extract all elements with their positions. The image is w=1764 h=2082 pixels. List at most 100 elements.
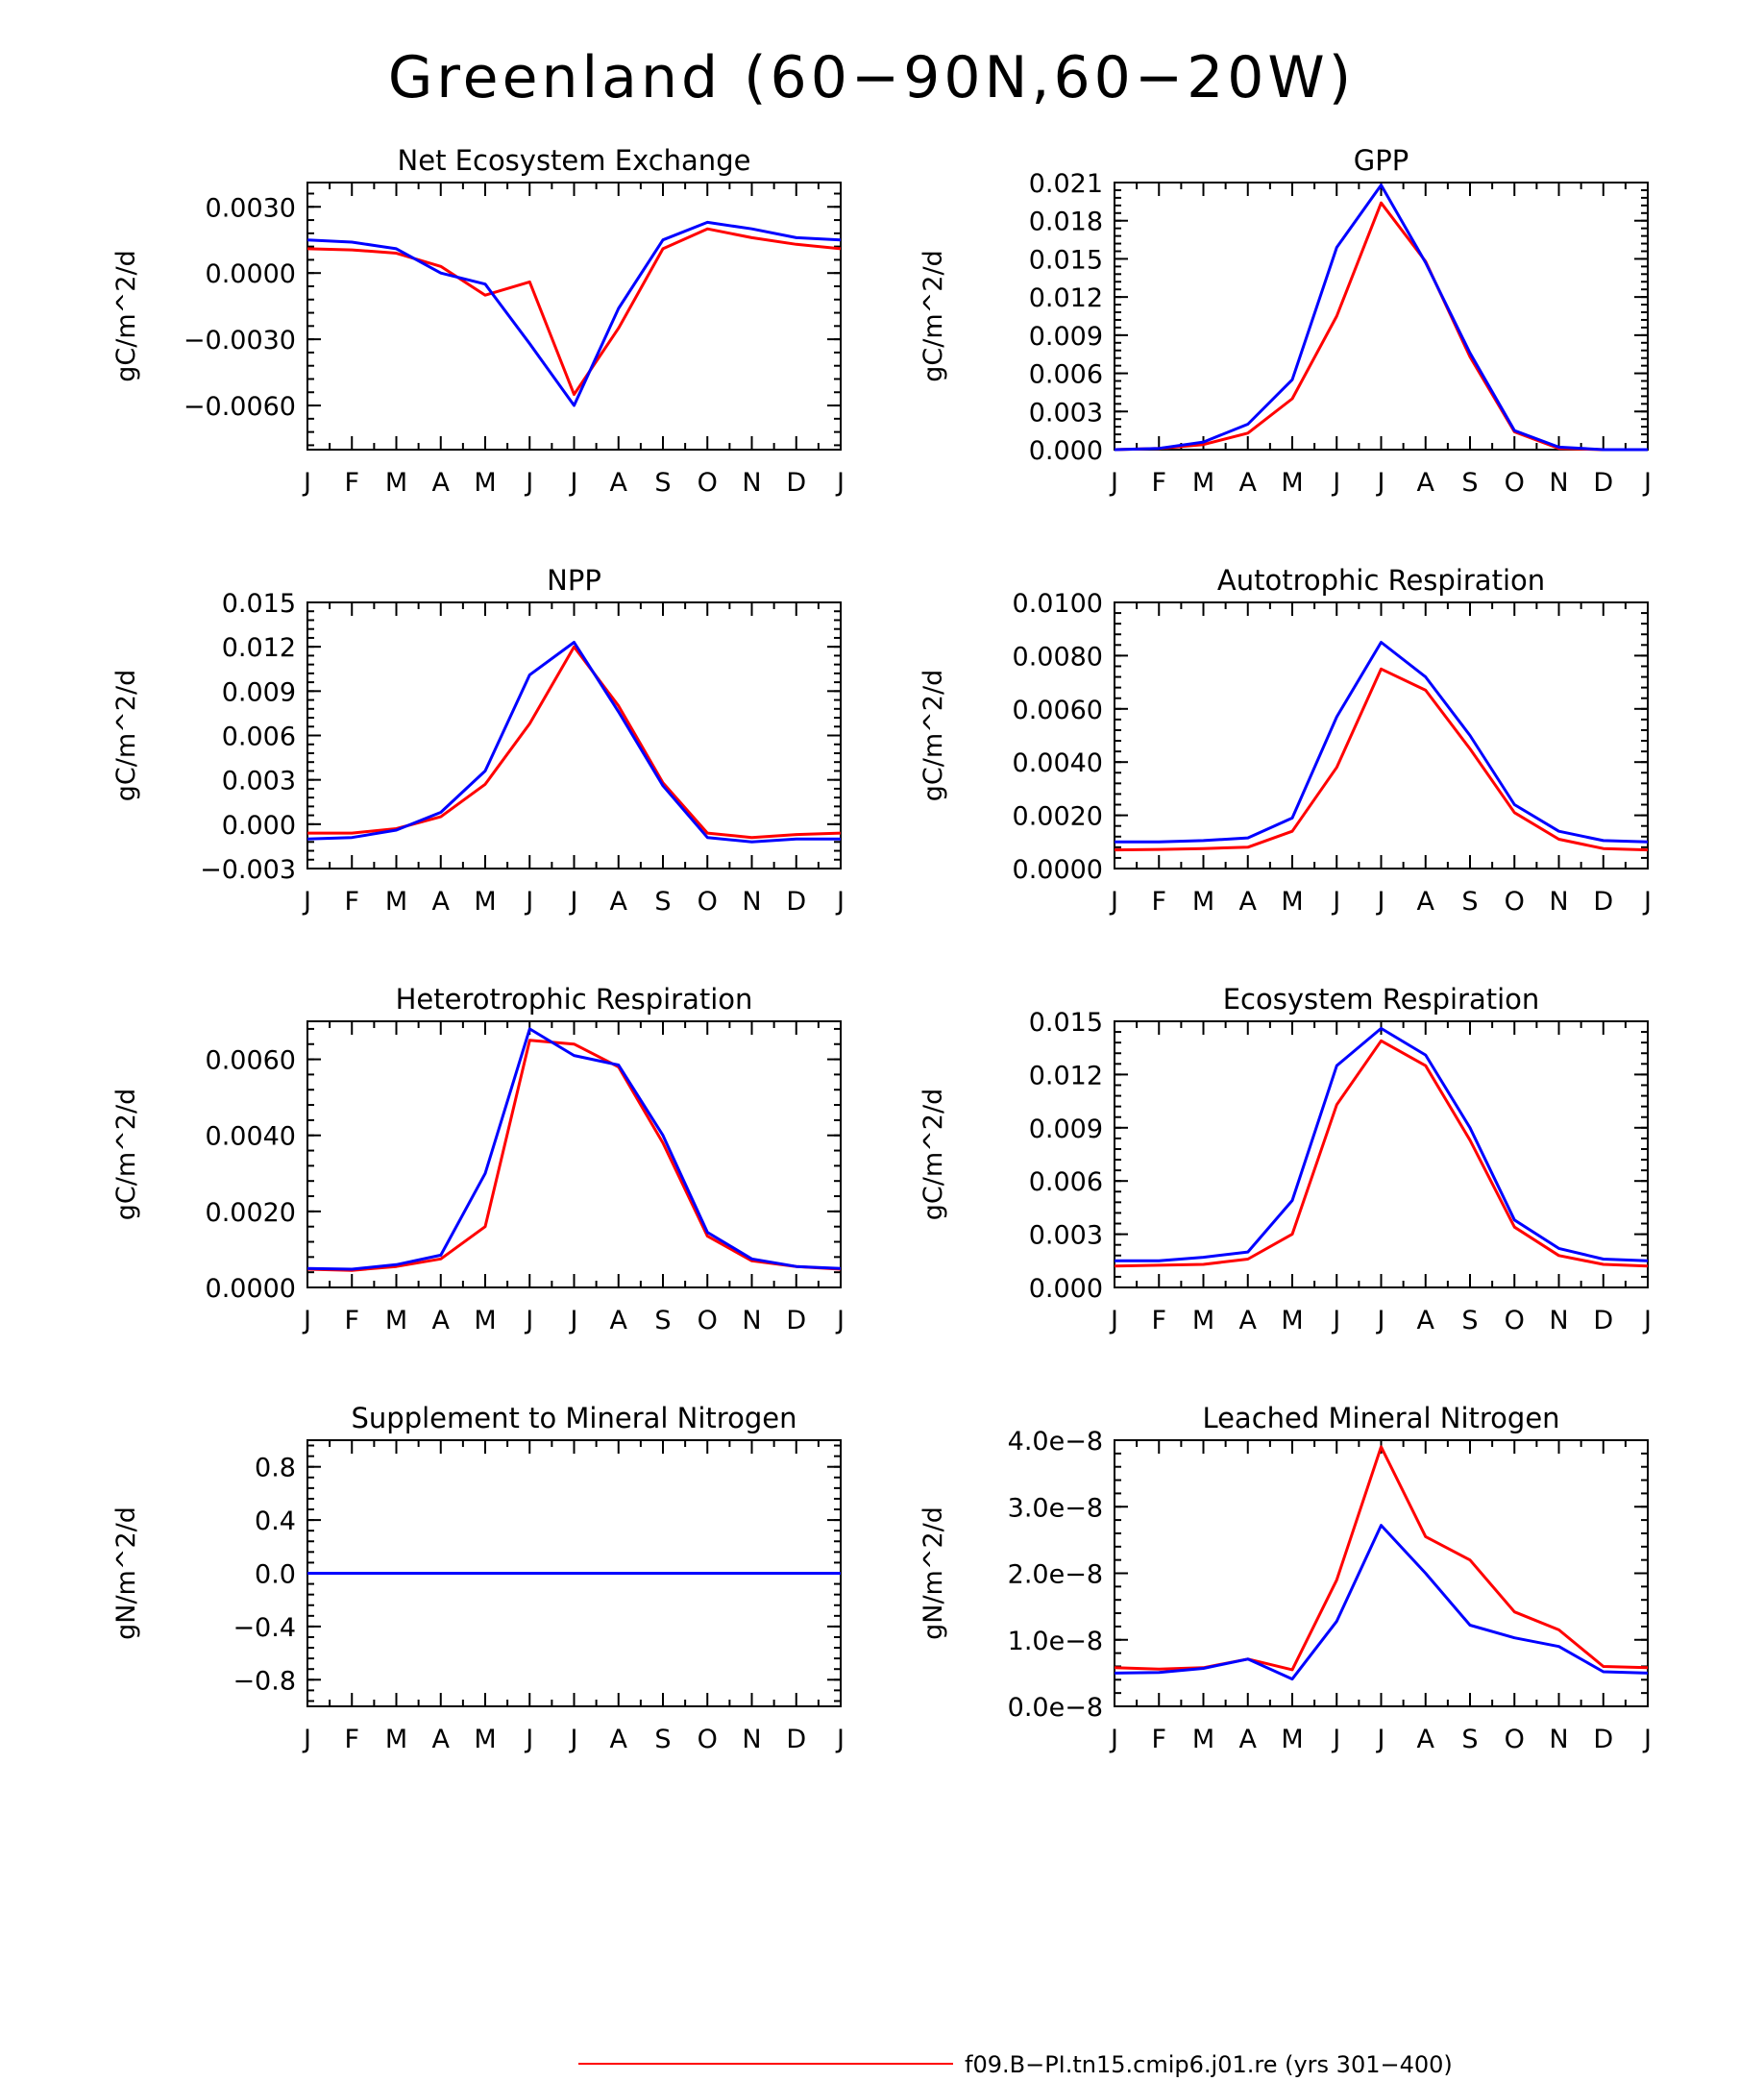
x-tick-label: A [1239, 468, 1258, 498]
x-tick-label: N [742, 1306, 761, 1335]
x-tick-label: A [1417, 468, 1435, 498]
y-axis-label: gC/m^2/d [919, 1089, 948, 1220]
y-axis-label: gC/m^2/d [111, 1089, 141, 1220]
x-tick-label: N [1549, 1725, 1568, 1754]
series-line-1 [307, 645, 842, 840]
x-tick-label: J [835, 468, 845, 498]
x-tick-label: A [610, 1306, 628, 1335]
x-tick-label: A [1417, 887, 1435, 917]
y-tick-label: 0.009 [1029, 1114, 1103, 1144]
x-tick-label: F [1151, 887, 1166, 917]
y-tick-label: 0.0060 [206, 1046, 296, 1076]
x-tick-label: N [1549, 1306, 1568, 1335]
x-tick-label: J [524, 468, 533, 498]
y-tick-label: −0.8 [233, 1666, 296, 1696]
x-tick-label: S [1461, 468, 1478, 498]
x-tick-label: J [1331, 1306, 1340, 1335]
y-axis-label: gC/m^2/d [919, 250, 948, 381]
x-tick-label: O [698, 468, 718, 498]
x-tick-label: M [474, 1725, 496, 1754]
x-tick-label: J [1642, 1306, 1652, 1335]
y-tick-label: 0.012 [1029, 283, 1103, 313]
x-tick-label: J [1331, 468, 1340, 498]
x-tick-label: J [1642, 1725, 1652, 1754]
y-axis-label: gC/m^2/d [111, 670, 141, 801]
x-tick-label: A [610, 887, 628, 917]
x-tick-label: J [569, 1306, 578, 1335]
x-tick-label: J [1376, 1306, 1385, 1335]
x-tick-label: D [1593, 1306, 1613, 1335]
series-line-2 [306, 220, 842, 407]
x-tick-label: S [1461, 1725, 1478, 1754]
x-tick-label: J [1376, 887, 1385, 917]
series-line-1 [306, 227, 842, 397]
figure-title: Greenland (60−90N,60−20W) [388, 44, 1355, 111]
x-tick-label: M [385, 1306, 407, 1335]
y-tick-label: 2.0e−8 [1008, 1560, 1103, 1590]
series-line-2 [306, 641, 841, 844]
x-tick-label: D [786, 1306, 806, 1335]
x-tick-label: N [1549, 887, 1568, 917]
x-tick-label: O [698, 1306, 718, 1335]
x-tick-label: J [524, 1306, 533, 1335]
y-tick-label: 0.021 [1029, 169, 1103, 199]
panel-title: Heterotrophic Respiration [396, 983, 753, 1016]
y-tick-label: −0.0030 [184, 326, 296, 355]
x-tick-label: D [1593, 468, 1613, 498]
x-tick-label: A [432, 1306, 451, 1335]
y-tick-label: 0.015 [1029, 245, 1103, 275]
panel-title: Net Ecosystem Exchange [398, 144, 751, 177]
x-tick-label: O [1505, 468, 1525, 498]
x-tick-label: O [1505, 1306, 1525, 1335]
x-tick-label: M [1192, 1306, 1214, 1335]
x-tick-label: M [474, 1306, 496, 1335]
y-tick-label: 0.015 [1029, 1008, 1103, 1038]
x-tick-label: A [432, 1725, 451, 1754]
y-axis-label: gC/m^2/d [111, 250, 141, 381]
x-tick-label: M [1281, 1306, 1303, 1335]
x-tick-label: J [1109, 887, 1118, 917]
x-tick-label: M [1281, 468, 1303, 498]
x-tick-label: F [344, 1306, 359, 1335]
x-tick-label: M [474, 468, 496, 498]
x-tick-label: M [385, 1725, 407, 1754]
x-tick-label: D [1593, 887, 1613, 917]
y-tick-label: 0.018 [1029, 208, 1103, 237]
x-tick-label: O [1505, 887, 1525, 917]
x-tick-label: J [835, 1725, 845, 1754]
x-tick-label: F [344, 468, 359, 498]
x-tick-label: F [1151, 1725, 1166, 1754]
y-tick-label: 0.012 [1029, 1061, 1103, 1090]
y-tick-label: −0.4 [233, 1613, 296, 1643]
x-tick-label: F [1151, 1306, 1166, 1335]
y-tick-label: 0.0 [255, 1560, 296, 1590]
series-line-2 [1115, 641, 1649, 844]
panel-title: Autotrophic Respiration [1217, 564, 1545, 597]
x-tick-label: M [1192, 468, 1214, 498]
x-tick-label: J [1376, 1725, 1385, 1754]
x-tick-label: M [1192, 1725, 1214, 1754]
x-tick-label: N [742, 1725, 761, 1754]
y-tick-label: 0.0020 [1013, 802, 1103, 832]
x-tick-label: J [835, 1306, 845, 1335]
x-tick-label: N [1549, 468, 1568, 498]
series-line-1 [1114, 1039, 1649, 1268]
series-line-2 [306, 1027, 842, 1271]
x-tick-label: O [1505, 1725, 1525, 1754]
x-tick-label: A [1239, 1306, 1258, 1335]
panel-title: Ecosystem Respiration [1223, 983, 1540, 1016]
y-tick-label: −0.0060 [184, 392, 296, 422]
y-tick-label: 0.006 [222, 723, 296, 752]
plot-frame [1114, 1439, 1649, 1707]
x-tick-label: J [569, 887, 578, 917]
y-tick-label: 4.0e−8 [1008, 1427, 1103, 1457]
y-tick-label: 0.003 [1029, 1221, 1103, 1251]
y-tick-label: 0.0020 [206, 1198, 296, 1228]
y-tick-label: 0.003 [222, 767, 296, 796]
y-tick-label: 0.0100 [1013, 589, 1103, 619]
